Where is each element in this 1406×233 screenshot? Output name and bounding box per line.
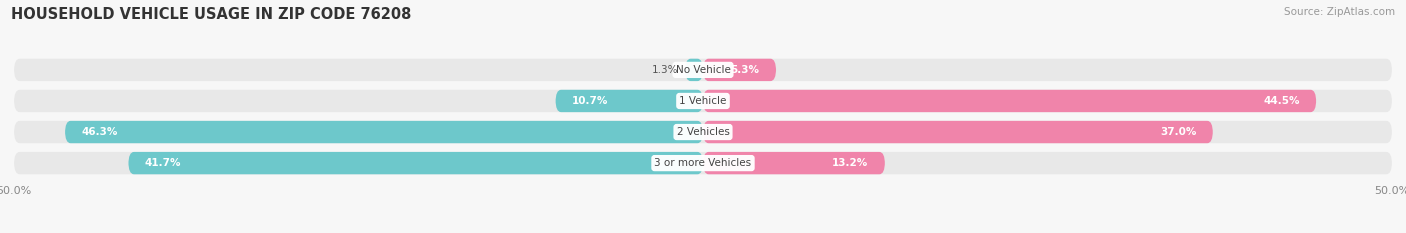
FancyBboxPatch shape — [14, 152, 1392, 174]
FancyBboxPatch shape — [685, 59, 703, 81]
Text: 2 Vehicles: 2 Vehicles — [676, 127, 730, 137]
Text: 46.3%: 46.3% — [82, 127, 118, 137]
Text: 5.3%: 5.3% — [731, 65, 759, 75]
FancyBboxPatch shape — [14, 59, 1392, 81]
FancyBboxPatch shape — [703, 59, 776, 81]
FancyBboxPatch shape — [14, 121, 1392, 143]
FancyBboxPatch shape — [555, 90, 703, 112]
Text: Source: ZipAtlas.com: Source: ZipAtlas.com — [1284, 7, 1395, 17]
Text: 3 or more Vehicles: 3 or more Vehicles — [654, 158, 752, 168]
FancyBboxPatch shape — [703, 152, 884, 174]
Text: 37.0%: 37.0% — [1160, 127, 1197, 137]
FancyBboxPatch shape — [703, 90, 1316, 112]
FancyBboxPatch shape — [703, 121, 1213, 143]
FancyBboxPatch shape — [14, 90, 1392, 112]
Text: 44.5%: 44.5% — [1263, 96, 1299, 106]
Text: 10.7%: 10.7% — [572, 96, 609, 106]
Text: 13.2%: 13.2% — [832, 158, 869, 168]
Text: No Vehicle: No Vehicle — [675, 65, 731, 75]
Text: 41.7%: 41.7% — [145, 158, 181, 168]
FancyBboxPatch shape — [65, 121, 703, 143]
Text: 1.3%: 1.3% — [652, 65, 678, 75]
FancyBboxPatch shape — [128, 152, 703, 174]
Text: 1 Vehicle: 1 Vehicle — [679, 96, 727, 106]
Text: HOUSEHOLD VEHICLE USAGE IN ZIP CODE 76208: HOUSEHOLD VEHICLE USAGE IN ZIP CODE 7620… — [11, 7, 412, 22]
